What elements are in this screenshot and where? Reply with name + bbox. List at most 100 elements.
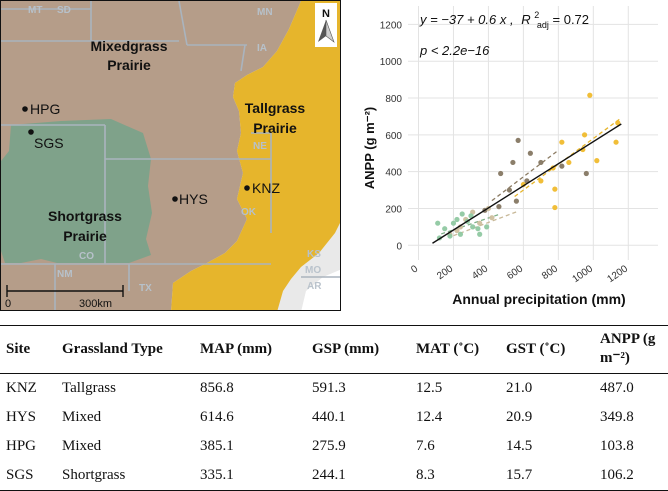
x-tick-label: 200 (435, 263, 455, 282)
cell-site: KNZ (6, 380, 37, 396)
header-grassland-type: Grassland Type (62, 340, 163, 357)
table-row: HYS Mixed 614.6 440.1 12.4 20.9 349.8 (0, 403, 668, 432)
state-label-mt: MT (28, 5, 42, 16)
cell-gsp: 244.1 (312, 467, 346, 483)
data-point-sgs (475, 226, 481, 232)
site-markers: HPG SGS HYS KNZ (22, 101, 280, 207)
state-label-sd: SD (57, 5, 71, 16)
x-tick-label: 0 (409, 263, 420, 275)
map-panel: MT SD MN IA NE MO CO NM TX AR OK KS Mixe… (0, 0, 341, 311)
header-anpp: ANPP (g m⁻²) (600, 331, 656, 366)
data-point-hpg (477, 220, 483, 226)
cell-gst: 20.9 (506, 409, 533, 425)
data-point-hys (538, 159, 544, 166)
header-site: Site (6, 340, 31, 357)
cell-gst: 14.5 (506, 438, 533, 454)
r2-label: R (521, 12, 530, 27)
cell-type: Shortgrass (62, 467, 126, 483)
scale-distance-label: 300km (79, 298, 112, 310)
state-label-ar: AR (307, 281, 322, 292)
cell-gsp: 440.1 (312, 409, 346, 425)
cell-map: 335.1 (200, 467, 234, 483)
cell-site: HPG (6, 438, 37, 454)
cell-type: Mixed (62, 438, 102, 454)
cell-site: SGS (6, 467, 34, 483)
data-point-sgs (459, 211, 465, 217)
site-dot-sgs (28, 129, 34, 135)
regression-equation: y = −37 + 0.6 x , R 2 adj = 0.72 (419, 6, 589, 31)
state-label-mn: MN (257, 7, 273, 18)
cell-mat: 12.5 (416, 380, 443, 396)
site-summary-table: Site Grassland Type MAP (mm) GSP (mm) MA… (0, 325, 668, 491)
header-mat: MAT (˚C) (416, 340, 480, 357)
state-labels: MT SD MN IA NE MO CO NM TX AR OK KS (28, 5, 322, 294)
r2-value: = 0.72 (553, 12, 590, 27)
data-point-sgs (477, 231, 483, 237)
shortgrass-region (1, 119, 152, 263)
cell-type: Tallgrass (62, 380, 116, 396)
data-point-hys (527, 150, 533, 156)
x-tick-label: 1000 (570, 263, 595, 285)
data-point-hys (513, 198, 519, 204)
data-point-hys (496, 204, 502, 210)
state-label-ne: NE (253, 141, 267, 152)
tallgrass-region (171, 1, 340, 310)
data-point-knz (552, 186, 558, 192)
plot-grid (408, 6, 658, 260)
north-label: N (322, 8, 330, 20)
data-point-sgs (450, 220, 457, 226)
cell-anpp: 106.2 (600, 467, 634, 483)
x-tick-label: 1200 (605, 263, 630, 285)
x-axis-title: Annual precipitation (mm) (452, 291, 625, 307)
state-borders (1, 1, 340, 310)
r2-subscript: adj (537, 20, 549, 30)
cell-type: Mixed (62, 409, 102, 425)
north-arrow-icon: N (315, 3, 337, 47)
cell-anpp: 103.8 (600, 438, 634, 454)
site-label-sgs: SGS (34, 135, 64, 151)
cell-gst: 21.0 (506, 380, 533, 396)
cell-mat: 7.6 (416, 438, 435, 454)
site-label-hys: HYS (179, 191, 208, 207)
data-point-knz (581, 132, 588, 138)
header-gst: GST (˚C) (506, 340, 566, 357)
data-point-sgs (442, 226, 448, 232)
data-point-knz (559, 139, 565, 145)
map-gap (301, 269, 340, 310)
site-dot-hpg (22, 106, 28, 112)
state-label-tx: TX (139, 283, 152, 294)
cell-gsp: 591.3 (312, 380, 346, 396)
cell-mat: 8.3 (416, 467, 435, 483)
site-dot-knz (244, 185, 250, 191)
p-value: p < 2.2e−16 (419, 43, 490, 58)
data-point-sgs (457, 231, 464, 237)
table-header-row: Site Grassland Type MAP (mm) GSP (mm) MA… (0, 325, 668, 374)
tallgrass-label-line2: Prairie (253, 120, 297, 136)
data-point-hys (559, 163, 565, 169)
state-label-mo: MO (305, 265, 321, 276)
cell-map: 385.1 (200, 438, 234, 454)
data-point-hys (515, 137, 521, 143)
data-point-hys (498, 170, 504, 177)
data-point-knz (538, 178, 544, 184)
site-fit-lines (441, 118, 620, 237)
table-row: HPG Mixed 385.1 275.9 7.6 14.5 103.8 (0, 432, 668, 461)
header-map: MAP (mm) (200, 340, 273, 357)
cell-mat: 12.4 (416, 409, 443, 425)
cell-gst: 15.7 (506, 467, 533, 483)
state-label-co: CO (79, 251, 94, 262)
data-point-knz (552, 204, 558, 211)
x-tick-label: 400 (470, 263, 490, 282)
data-point-hys (510, 159, 516, 166)
equation-text: y = −37 + 0.6 x , (419, 12, 514, 27)
site-fit-line-sgs (441, 213, 500, 235)
anpp-scatter-chart: 0 200 400 600 800 1000 1200 0 200 400 600 800 1000 12… (362, 6, 658, 307)
y-tick-label: 0 (396, 241, 402, 252)
data-point-sgs (447, 233, 453, 239)
data-point-knz (587, 92, 593, 98)
data-point-knz (615, 120, 621, 126)
site-fit-line-hpg (453, 211, 517, 237)
cell-anpp: 487.0 (600, 380, 634, 396)
data-points (435, 92, 621, 241)
x-tick-label: 600 (505, 263, 525, 282)
